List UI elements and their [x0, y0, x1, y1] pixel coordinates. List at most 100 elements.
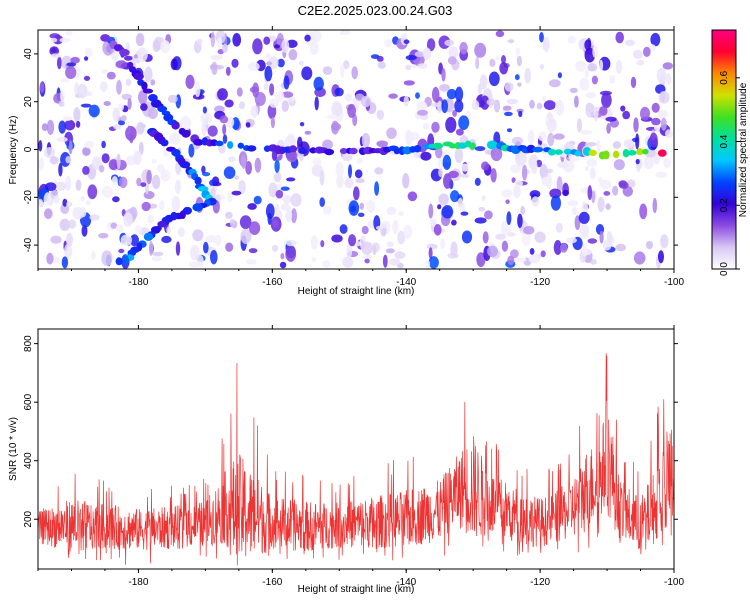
spectrogram-cell — [591, 190, 596, 204]
feature-0-blob — [157, 105, 168, 113]
spectrogram-cell — [75, 120, 81, 128]
spectrogram-cell — [499, 62, 509, 75]
spectrogram-cell — [656, 67, 667, 83]
spectrogram-cell — [431, 86, 440, 103]
spectrogram-cell — [284, 135, 297, 148]
spectrogram-cell — [310, 235, 318, 250]
spectrogram-cell — [44, 147, 56, 159]
spectrogram-cell — [331, 234, 343, 243]
spectrogram-background — [38, 30, 673, 269]
spectrogram-cell — [331, 122, 342, 131]
spectrogram-cell — [88, 104, 100, 118]
spectrogram-cell — [609, 74, 616, 84]
spectrogram-cell — [635, 133, 640, 150]
spectrogram-cell — [443, 173, 452, 189]
spectrogram-cell — [115, 224, 124, 233]
spectrogram-cell — [624, 39, 635, 46]
spectrogram-cell — [504, 82, 514, 92]
spectrogram-cell — [435, 146, 443, 159]
spectrogram-cell — [529, 190, 541, 199]
spectrogram-cell — [623, 139, 634, 149]
spectrogram-cell — [346, 242, 353, 259]
spectrogram-cell — [471, 100, 480, 110]
spectrogram-cell — [584, 39, 592, 51]
spectrogram-cell — [612, 141, 622, 149]
spectrogram-cell — [571, 207, 578, 215]
spectrogram-cell — [174, 179, 182, 194]
spectrogram-cell — [603, 191, 611, 196]
spectrogram-cell — [567, 200, 579, 207]
spectrogram-cell — [111, 176, 118, 186]
spectrogram-cell — [618, 181, 629, 189]
spectrogram-cell — [514, 74, 520, 81]
spectrogram-cell — [596, 139, 601, 153]
spectrogram-cell — [347, 103, 356, 118]
spectrogram-cell — [46, 252, 54, 265]
spectrogram-cell — [112, 107, 121, 122]
feature-1-blob — [160, 139, 169, 147]
spectrogram-cell — [274, 203, 280, 213]
spectrogram-cell — [580, 129, 593, 135]
spectrogram-cell — [517, 82, 522, 87]
spectrogram-cell — [326, 114, 338, 119]
spectrogram-cell — [72, 207, 85, 220]
spectrogram-cell — [68, 140, 73, 155]
spectrogram-cell — [361, 225, 369, 235]
spectrogram-cell — [188, 261, 201, 268]
spectrogram-cell — [286, 39, 298, 48]
spectrogram-cell — [140, 182, 147, 187]
feature-0-blob — [298, 148, 308, 154]
spectrogram-cell — [343, 60, 350, 70]
spectrogram-cell — [272, 219, 279, 228]
spectrogram-cell — [192, 229, 204, 242]
spectrogram-cell — [238, 180, 246, 195]
spectrogram-cell — [224, 99, 234, 108]
spectrogram-cell — [264, 65, 273, 82]
spectrogram-cell — [87, 184, 98, 200]
spectrogram-cell — [322, 260, 330, 268]
spectrogram-cell — [516, 55, 523, 67]
feature-0-blob — [548, 148, 556, 156]
spectrogram-cell — [65, 156, 72, 164]
spectrogram-cell — [151, 158, 157, 164]
spectrogram-cell — [507, 39, 515, 44]
spectrogram-cell — [377, 61, 386, 69]
spectrogram-cell — [437, 204, 442, 210]
y-tick-label: 0 — [23, 146, 34, 152]
spectrogram-cell — [265, 203, 275, 219]
spectrogram-cell — [422, 47, 432, 60]
spectrogram-cell — [633, 117, 639, 133]
spectrogram-cell — [299, 122, 305, 127]
spectrogram-cell — [252, 38, 263, 55]
spectrogram-cell — [267, 56, 279, 70]
spectrogram-cell — [205, 235, 217, 243]
spectrogram-cell — [587, 238, 598, 244]
spectrogram-cell — [116, 153, 121, 170]
spectrogram-cell — [636, 60, 645, 66]
spectrogram-cell — [589, 258, 597, 265]
spectrogram-cell — [506, 98, 519, 105]
spectrogram-cell — [490, 168, 497, 183]
spectrogram-cell — [605, 203, 611, 210]
spectrogram-cell — [593, 106, 599, 122]
spectrogram-cell — [613, 159, 625, 171]
spectrogram-cell — [576, 118, 583, 133]
spectrogram-cell — [490, 146, 503, 162]
spectrogram-cell — [562, 158, 575, 173]
y-tick-label: -40 — [23, 237, 34, 252]
spectrogram-cell — [360, 95, 372, 108]
spectrogram-cell — [275, 189, 284, 199]
spectrogram-cell — [247, 203, 257, 210]
spectrogram-cell — [166, 226, 171, 234]
spectrogram-cell — [136, 47, 148, 63]
spectrogram-cell — [66, 62, 77, 67]
spectrogram-cell — [663, 157, 672, 168]
feature-0-blob — [246, 145, 257, 152]
spectrogram-cell — [376, 225, 383, 230]
x-tick-label: -180 — [128, 577, 148, 588]
spectrogram-cell — [403, 80, 415, 86]
spectrogram-cell — [405, 55, 417, 61]
spectrogram-cell — [392, 220, 399, 234]
spectrogram-cell — [585, 92, 597, 99]
feature-1-blob — [197, 185, 209, 192]
